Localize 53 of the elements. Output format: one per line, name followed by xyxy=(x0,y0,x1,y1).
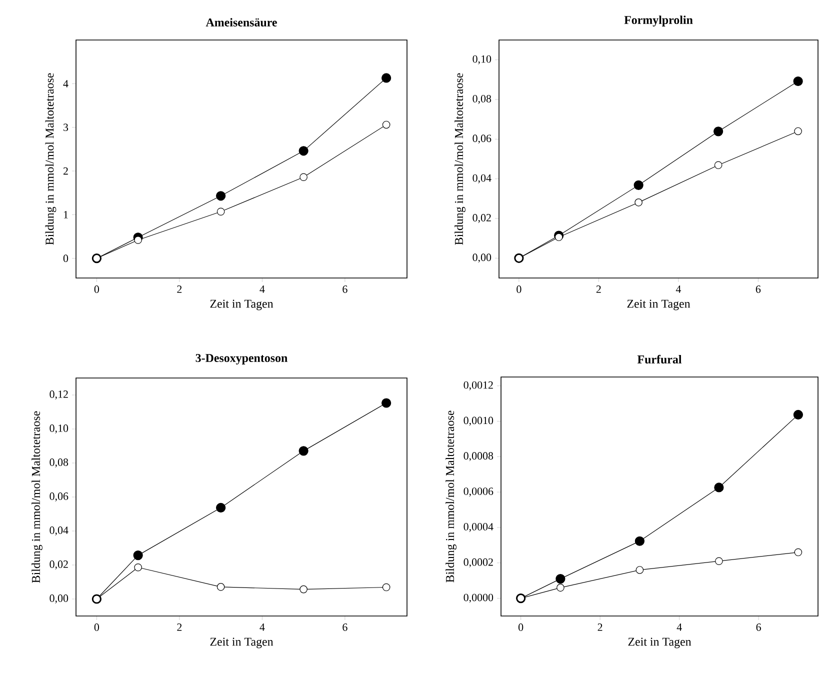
y-tick-label: 0,06 xyxy=(50,492,68,502)
y-tick-label: 0,0010 xyxy=(464,416,494,426)
y-tick-label: 0,10 xyxy=(50,424,68,434)
x-tick-label: 6 xyxy=(342,624,348,631)
y-tick-label: 0,0006 xyxy=(464,488,494,497)
y-tick-label: 0,06 xyxy=(472,134,492,144)
x-tick-label: 6 xyxy=(342,286,348,293)
y-tick-label: 2 xyxy=(63,167,68,175)
x-tick-label: 2 xyxy=(598,624,602,631)
y-axis-title: Bildung in mmol/mol Maltotetraose xyxy=(446,410,457,582)
chart-title: Formylprolin xyxy=(624,16,693,26)
y-tick-label: 0,0004 xyxy=(464,523,494,532)
chart-title: Ameisensäure xyxy=(206,18,277,26)
x-tick-label: 4 xyxy=(260,286,265,293)
y-tick-label: 0,0012 xyxy=(464,381,493,390)
x-tick-label: 0 xyxy=(94,286,100,293)
chart-title: 3-Desoxypentoson xyxy=(196,354,288,364)
y-tick-label: 3 xyxy=(64,124,68,132)
y-tick-label: 0,0002 xyxy=(464,558,493,568)
x-tick-label: 0 xyxy=(94,624,100,631)
y-tick-label: 0,0000 xyxy=(464,594,494,603)
y-tick-label: 4 xyxy=(63,80,68,88)
y-tick-label: 0,04 xyxy=(50,526,68,536)
y-tick-label: 0,08 xyxy=(50,458,68,468)
y-tick-label: 0,02 xyxy=(50,560,68,570)
y-tick-label: 1 xyxy=(64,211,68,218)
y-tick-label: 0,0008 xyxy=(464,452,494,462)
x-axis-title: Zeit in Tagen xyxy=(210,300,274,310)
x-tick-label: 2 xyxy=(177,624,182,631)
x-axis-title: Zeit in Tagen xyxy=(627,300,690,310)
x-tick-label: 2 xyxy=(596,286,601,293)
x-tick-label: 0 xyxy=(516,286,522,293)
x-tick-label: 4 xyxy=(676,624,682,631)
y-tick-label: 0,04 xyxy=(472,174,492,184)
y-tick-label: 0,10 xyxy=(472,55,492,64)
y-axis-title: Bildung in mmol/mol Maltotetraose xyxy=(32,411,42,583)
x-axis-title: Zeit in Tagen xyxy=(210,638,274,648)
y-tick-label: 0 xyxy=(63,254,68,262)
y-tick-label: 0,08 xyxy=(472,95,492,104)
x-tick-label: 6 xyxy=(756,286,761,293)
y-tick-label: 0,02 xyxy=(472,214,491,223)
x-tick-label: 0 xyxy=(518,624,524,631)
y-axis-title: Bildung in mmol/mol Maltotetraose xyxy=(45,73,56,245)
x-tick-label: 2 xyxy=(177,286,182,293)
x-axis-title: Zeit in Tagen xyxy=(628,638,692,648)
x-tick-label: 6 xyxy=(756,624,761,631)
y-tick-label: 0,00 xyxy=(50,594,68,604)
x-tick-label: 4 xyxy=(260,624,265,631)
chart-title: Furfural xyxy=(637,354,682,364)
y-tick-label: 0,00 xyxy=(472,254,492,263)
x-tick-label: 4 xyxy=(676,286,682,293)
y-tick-label: 0,12 xyxy=(50,390,68,400)
y-axis-title: Bildung in mmol/mol Maltotetraose xyxy=(454,73,466,245)
